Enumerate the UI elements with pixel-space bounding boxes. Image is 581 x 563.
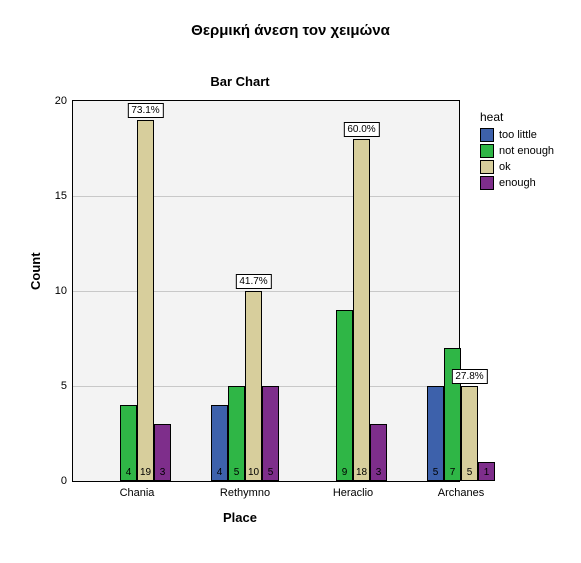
bar-value-label: 10	[248, 467, 259, 478]
legend-title: heat	[480, 110, 503, 124]
percent-label: 60.0%	[343, 122, 379, 137]
bar-value-label: 19	[140, 467, 151, 478]
legend-item-ok: ok	[480, 160, 554, 174]
x-axis-label: Place	[0, 510, 480, 525]
legend: too little not enough ok enough	[480, 128, 554, 192]
chart-main-title: Θερμική άνεση τον χειμώνα	[0, 22, 581, 39]
legend-swatch	[480, 144, 494, 158]
bar-value-label: 7	[450, 467, 456, 478]
bar-chania-ok	[137, 120, 154, 481]
gridline	[73, 291, 459, 292]
bar-value-label: 9	[342, 467, 348, 478]
x-tick-label: Rethymno	[220, 487, 270, 499]
bar-value-label: 18	[356, 467, 367, 478]
bar-archanes-not_enough	[444, 348, 461, 481]
plot-area: 0510152041973.1%3Chania451041.7%5Rethymn…	[72, 100, 460, 482]
y-axis-label: Count	[28, 252, 43, 290]
percent-label: 73.1%	[127, 103, 163, 118]
y-tick-label: 20	[43, 95, 67, 107]
bar-value-label: 1	[484, 467, 490, 478]
legend-label: ok	[499, 161, 511, 173]
bar-value-label: 3	[376, 467, 382, 478]
bar-rethymno-ok	[245, 291, 262, 481]
percent-label: 41.7%	[235, 274, 271, 289]
legend-label: enough	[499, 177, 536, 189]
legend-item-enough: enough	[480, 176, 554, 190]
x-tick-label: Chania	[120, 487, 155, 499]
legend-label: too little	[499, 129, 537, 141]
y-tick-label: 10	[43, 285, 67, 297]
y-tick-label: 0	[43, 475, 67, 487]
chart-subtitle: Bar Chart	[0, 74, 480, 89]
bar-value-label: 4	[126, 467, 132, 478]
legend-swatch	[480, 176, 494, 190]
bar-value-label: 4	[217, 467, 223, 478]
bar-value-label: 5	[467, 467, 473, 478]
legend-swatch	[480, 128, 494, 142]
bar-value-label: 5	[433, 467, 439, 478]
x-tick-label: Heraclio	[333, 487, 373, 499]
bar-value-label: 3	[160, 467, 166, 478]
bar-value-label: 5	[268, 467, 274, 478]
gridline	[73, 196, 459, 197]
bar-value-label: 5	[234, 467, 240, 478]
bar-heraclio-not_enough	[336, 310, 353, 481]
bar-heraclio-ok	[353, 139, 370, 481]
legend-item-too_little: too little	[480, 128, 554, 142]
x-tick-label: Archanes	[438, 487, 484, 499]
legend-item-not_enough: not enough	[480, 144, 554, 158]
y-tick-label: 5	[43, 380, 67, 392]
legend-label: not enough	[499, 145, 554, 157]
legend-swatch	[480, 160, 494, 174]
y-tick-label: 15	[43, 190, 67, 202]
percent-label: 27.8%	[451, 369, 487, 384]
